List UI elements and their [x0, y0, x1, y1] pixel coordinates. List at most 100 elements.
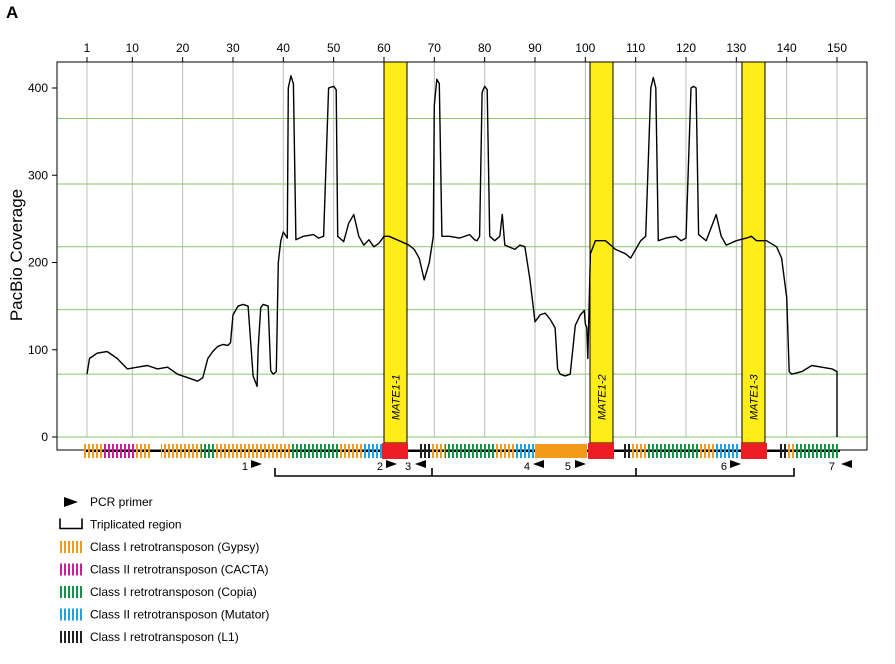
legend-hatch-stroke [76, 586, 78, 598]
x-tick-label: 20 [176, 41, 190, 55]
legend-label: Class I retrotransposon (Copia) [90, 585, 257, 599]
x-tick-label: 40 [277, 41, 291, 55]
legend-hatch-stroke [80, 586, 82, 598]
legend-hatch-stroke [72, 608, 74, 621]
segment-solid-orange [535, 444, 587, 458]
x-tick-label: 120 [676, 41, 696, 55]
x-tick-label: 30 [226, 41, 240, 55]
legend-hatch-stroke [68, 586, 70, 598]
primer-arrow-7 [841, 460, 852, 468]
triplicated-region-brackets [274, 468, 795, 477]
x-tick-label: 60 [377, 41, 391, 55]
mate1-3-box [741, 443, 767, 459]
x-axis-ticks: 1 10 20 30 40 50 60 70 80 90 100 110 120 130 140 150 [84, 41, 847, 62]
bracket-2 [432, 468, 637, 477]
segment-gypsy [161, 444, 201, 458]
legend-hatch-stroke [60, 608, 62, 621]
x-tick-label: 90 [528, 41, 542, 55]
legend-hatch-stroke [64, 586, 66, 598]
legend-hatch-stroke [72, 563, 74, 576]
primer-label-2: 2 [377, 461, 383, 473]
legend-label: Class I retrotransposon (L1) [90, 630, 239, 644]
bracket-3 [636, 468, 795, 477]
primer-arrow-5 [575, 460, 586, 468]
segment-gypsy [788, 444, 794, 458]
segment-gypsy [340, 444, 362, 458]
segment-mutator [362, 444, 382, 458]
legend-label: Class II retrotransposon (Mutator) [90, 608, 269, 622]
x-tick-label: 150 [827, 41, 847, 55]
mate-label: MATE1-1 [391, 374, 403, 420]
x-tick-label: 1 [84, 41, 91, 55]
primer-label-3: 3 [405, 461, 411, 473]
legend-hatch-stroke [72, 586, 74, 598]
legend-hatch-stroke [64, 541, 66, 553]
primer-label-4: 4 [524, 461, 530, 473]
x-tick-label: 130 [726, 41, 746, 55]
primer-label-1: 1 [242, 461, 248, 473]
legend-hatch-stroke [80, 608, 82, 621]
segment-gypsy [631, 444, 648, 458]
y-tick-label: 400 [28, 81, 48, 95]
segment-l1 [623, 444, 631, 458]
primer-arrow-2 [386, 460, 397, 468]
legend-hatch-stroke [60, 586, 62, 598]
mate-label: MATE1-3 [749, 373, 761, 420]
x-tick-label: 140 [777, 41, 797, 55]
legend-hatch-stroke [76, 563, 78, 576]
segment-l1 [420, 444, 430, 458]
x-tick-label: 10 [126, 41, 140, 55]
segment-copia [201, 444, 215, 458]
legend-hatch-stroke [68, 563, 70, 576]
primer-label-7: 7 [829, 461, 835, 473]
bracket-1 [274, 468, 433, 477]
legend-label: Class I retrotransposon (Gypsy) [90, 540, 259, 554]
legend-hatch-stroke [60, 541, 62, 553]
y-axis-label: PacBio Coverage [7, 189, 26, 321]
legend-hatch-stroke [76, 541, 78, 553]
segment-copia [648, 444, 698, 458]
legend: PCR primer Triplicated region Class I retr… [59, 495, 269, 644]
mate1-2-box [588, 443, 614, 459]
legend-hatch-stroke [80, 631, 82, 643]
primer-arrow-1 [251, 460, 262, 468]
segment-gypsy [134, 444, 152, 458]
y-tick-label: 100 [28, 343, 48, 357]
legend-hatch-stroke [80, 541, 82, 553]
legend-hatch-stroke [72, 631, 74, 643]
mate-highlight-bands: MATE1-1 MATE1-2 MATE1-3 [383, 61, 766, 444]
segment-mutator [716, 444, 740, 458]
pcr-primers: 1 2 3 4 5 6 7 [242, 460, 852, 473]
x-tick-label: 110 [626, 41, 645, 55]
legend-hatch-stroke [76, 608, 78, 621]
primer-label-6: 6 [721, 461, 727, 473]
coverage-series-line [86, 75, 838, 437]
segment-l1 [778, 444, 788, 458]
legend-label: Triplicated region [90, 518, 182, 532]
x-tick-label: 50 [327, 41, 341, 55]
y-tick-label: 300 [28, 168, 48, 182]
x-tick-label: 70 [428, 41, 442, 55]
legend-label: PCR primer [90, 495, 153, 509]
panel-label: A [6, 3, 18, 22]
segment-copia [794, 444, 840, 458]
mate-label: MATE1-2 [597, 374, 609, 420]
segment-copia [290, 444, 340, 458]
legend-hatch-stroke [80, 563, 82, 576]
segment-gypsy [215, 444, 290, 458]
legend-hatch-stroke [72, 541, 74, 553]
segment-gypsy [84, 444, 104, 458]
legend-primer-icon [64, 497, 78, 507]
y-tick-label: 200 [28, 256, 48, 270]
y-tick-label: 0 [41, 430, 48, 444]
legend-hatch-stroke [64, 631, 66, 643]
legend-hatch-stroke [68, 608, 70, 621]
legend-hatch-stroke [64, 608, 66, 621]
x-tick-label: 100 [575, 41, 595, 55]
mate1-1-box [382, 443, 408, 459]
primer-label-5: 5 [565, 461, 571, 473]
segment-gypsy [698, 444, 716, 458]
legend-hatch-stroke [60, 563, 62, 576]
x-tick-label: 80 [478, 41, 492, 55]
